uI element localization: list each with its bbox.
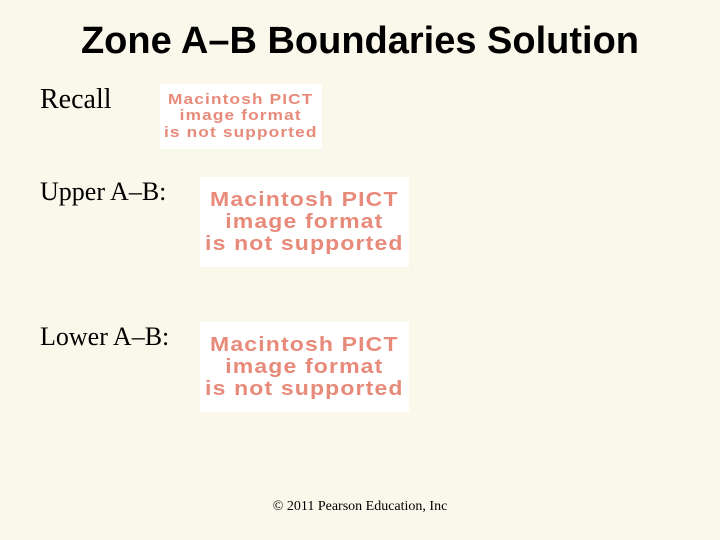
label-recall: Recall <box>40 84 160 116</box>
copyright-footer: © 2011 Pearson Education, Inc <box>0 499 720 515</box>
label-lower: Lower A–B: <box>40 322 200 352</box>
pict-line3: is not supported <box>164 124 318 141</box>
slide-container: Zone A–B Boundaries Solution Recall Maci… <box>0 0 720 540</box>
pict-line2: image format <box>180 107 302 124</box>
pict-error-text: Macintosh PICT image format is not suppo… <box>205 189 404 255</box>
pict-line2: image format <box>225 356 383 378</box>
pict-line1: Macintosh PICT <box>168 91 313 108</box>
pict-placeholder-lower: Macintosh PICT image format is not suppo… <box>200 322 409 412</box>
label-upper: Upper A–B: <box>40 177 200 207</box>
pict-line3: is not supported <box>205 378 404 400</box>
row-upper: Upper A–B: Macintosh PICT image format i… <box>40 177 680 267</box>
pict-line1: Macintosh PICT <box>210 189 399 211</box>
pict-line1: Macintosh PICT <box>210 334 399 356</box>
pict-error-text: Macintosh PICT image format is not suppo… <box>164 92 318 142</box>
pict-placeholder-recall: Macintosh PICT image format is not suppo… <box>160 84 322 150</box>
row-recall: Recall Macintosh PICT image format is no… <box>40 84 680 150</box>
pict-line3: is not supported <box>205 233 404 255</box>
row-lower: Lower A–B: Macintosh PICT image format i… <box>40 322 680 412</box>
pict-line2: image format <box>225 211 383 233</box>
pict-placeholder-upper: Macintosh PICT image format is not suppo… <box>200 177 409 267</box>
slide-title: Zone A–B Boundaries Solution <box>40 20 680 64</box>
pict-error-text: Macintosh PICT image format is not suppo… <box>205 334 404 400</box>
